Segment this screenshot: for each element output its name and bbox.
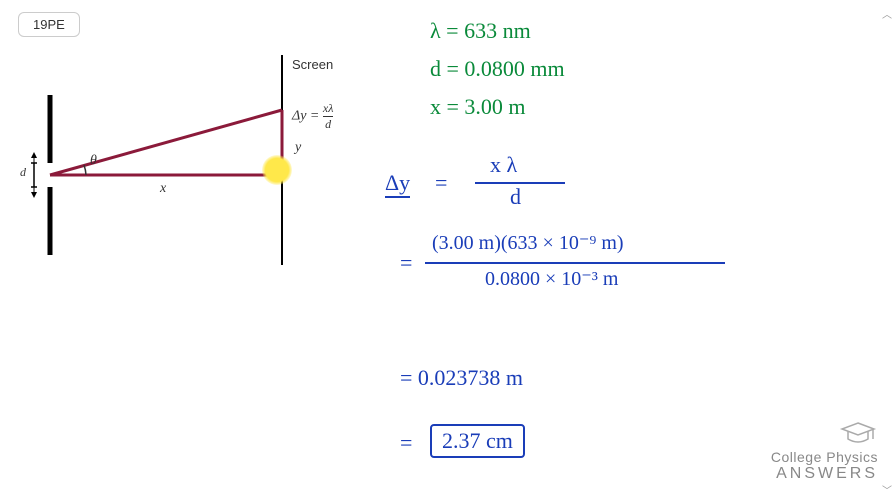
frac1-num: x λ xyxy=(490,152,517,178)
final-answer: 2.37 cm xyxy=(442,428,513,453)
equals-2: = xyxy=(400,250,412,276)
brand-line1: College Physics xyxy=(771,449,878,465)
highlight-marker xyxy=(262,155,292,185)
frac2-line xyxy=(425,262,725,264)
grad-cap-icon xyxy=(838,419,878,447)
intermediate-result: = 0.023738 m xyxy=(400,365,523,391)
frac1-den: d xyxy=(510,184,521,210)
d-label: d xyxy=(20,165,26,180)
equals-1: = xyxy=(435,170,447,196)
given-x: x = 3.00 m xyxy=(430,94,526,120)
delta-y-formula-label: Δy = xλd xyxy=(292,101,333,132)
diagram-svg xyxy=(20,55,360,275)
frac2-num: (3.00 m)(633 × 10⁻⁹ m) xyxy=(432,230,624,255)
interference-diagram: Screen Δy = xλd y x θ d xyxy=(20,55,360,275)
problem-label: 19PE xyxy=(18,12,80,37)
scroll-down-icon: ﹀ xyxy=(882,482,892,497)
equals-final: = xyxy=(400,430,412,456)
branding-logo: College Physics ANSWERS xyxy=(771,419,878,483)
given-d: d = 0.0800 mm xyxy=(430,56,565,82)
final-answer-box: 2.37 cm xyxy=(430,424,525,458)
frac2-den: 0.0800 × 10⁻³ m xyxy=(485,266,618,291)
y-label: y xyxy=(295,140,301,156)
theta-label: θ xyxy=(90,153,97,169)
delta-y-lhs: Δy xyxy=(385,170,410,198)
given-lambda: λ = 633 nm xyxy=(430,18,531,44)
scroll-up-icon: ︿ xyxy=(882,6,892,21)
x-label: x xyxy=(160,181,166,197)
brand-line2: ANSWERS xyxy=(771,465,878,483)
screen-label: Screen xyxy=(292,57,333,72)
